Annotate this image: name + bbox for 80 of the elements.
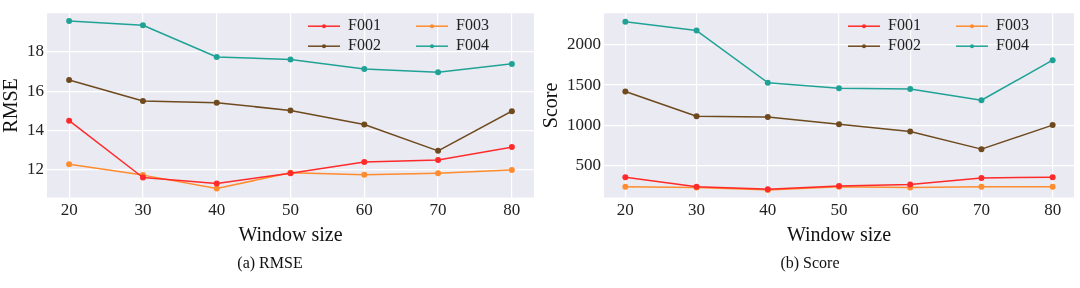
point <box>361 66 368 73</box>
y-tick-label: 14 <box>27 120 45 140</box>
x-axis-title: Window size <box>786 223 892 246</box>
legend-label: F001 <box>348 16 381 34</box>
y-axis-title: Score <box>539 82 562 129</box>
legend-label: F003 <box>996 16 1029 34</box>
point <box>907 128 914 135</box>
y-axis-title: RMSE <box>0 78 22 133</box>
point <box>622 18 629 25</box>
point <box>1049 57 1056 64</box>
point <box>978 174 985 181</box>
point <box>764 79 771 86</box>
point <box>622 183 629 190</box>
x-tick-label: 60 <box>355 200 373 220</box>
point <box>66 117 73 124</box>
point <box>66 17 73 24</box>
point <box>693 113 700 120</box>
point <box>508 166 515 173</box>
x-tick-label: 40 <box>759 200 777 220</box>
point <box>978 97 985 104</box>
x-tick-label: 20 <box>616 200 634 220</box>
point <box>764 114 771 121</box>
legend-label: F004 <box>456 36 489 54</box>
point <box>435 156 442 163</box>
y-tick-label: 16 <box>27 80 44 100</box>
point <box>435 69 442 76</box>
point <box>213 185 220 192</box>
y-tick-label: 18 <box>27 41 44 61</box>
x-tick-label: 20 <box>60 200 78 220</box>
point <box>287 56 294 63</box>
point <box>213 53 220 60</box>
point <box>139 22 146 29</box>
point <box>66 161 73 168</box>
point <box>978 146 985 153</box>
y-tick-label: 1500 <box>567 74 601 94</box>
point <box>213 180 220 187</box>
x-tick-label: 30 <box>688 200 706 220</box>
x-tick-label: 40 <box>208 200 226 220</box>
x-tick-label: 80 <box>1044 200 1062 220</box>
x-tick-label: 50 <box>282 200 299 220</box>
point <box>287 107 294 114</box>
point <box>836 121 842 128</box>
point <box>66 77 73 84</box>
x-tick-label: 50 <box>830 200 848 220</box>
point <box>508 108 515 115</box>
point <box>508 60 515 67</box>
point <box>213 99 220 106</box>
point <box>622 174 629 181</box>
legend-label: F002 <box>348 36 381 54</box>
point <box>435 170 442 177</box>
point <box>1049 122 1056 129</box>
point <box>508 144 515 151</box>
point <box>907 86 914 93</box>
y-tick-label: 1000 <box>567 114 601 134</box>
legend-label: F001 <box>888 16 921 34</box>
point <box>622 88 629 95</box>
legend-label: F003 <box>456 16 489 34</box>
text: (a) RMSE <box>236 254 304 272</box>
x-tick-label: 60 <box>901 200 919 220</box>
point <box>139 97 146 104</box>
text: (b) Score <box>779 254 841 272</box>
y-tick-label: 12 <box>27 159 44 179</box>
x-tick-label: 80 <box>503 200 521 220</box>
legend-label: F002 <box>888 36 921 54</box>
point <box>361 171 368 178</box>
point <box>978 183 985 190</box>
point <box>361 121 368 128</box>
x-tick-label: 70 <box>972 200 990 220</box>
x-tick-label: 30 <box>134 200 152 220</box>
point <box>435 147 442 154</box>
y-tick-label: 500 <box>575 154 601 174</box>
x-tick-label: 70 <box>429 200 447 220</box>
y-tick-label: 2000 <box>567 34 601 54</box>
point <box>361 158 368 165</box>
point <box>1049 183 1056 190</box>
point <box>693 27 700 34</box>
legend-label: F004 <box>996 36 1029 54</box>
x-axis-title: Window size <box>238 223 343 246</box>
point <box>1049 174 1056 181</box>
point <box>836 85 842 92</box>
